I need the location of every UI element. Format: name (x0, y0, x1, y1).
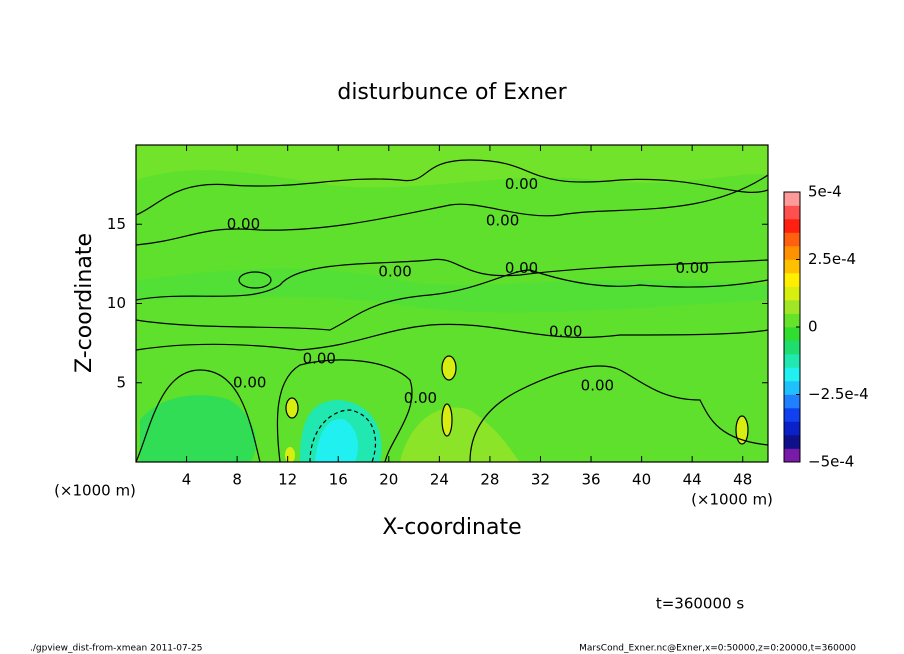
y-axis-label: Z-coordinate (72, 233, 97, 373)
contour-line (469, 365, 768, 462)
x-tick-label: 16 (329, 471, 348, 489)
contours (136, 159, 768, 462)
colorbar-tick-label: 2.5e-4 (808, 250, 856, 268)
contour-line (441, 403, 453, 437)
field-patches (136, 145, 768, 462)
y-tick-label: 5 (116, 373, 126, 391)
colorbar-bin (784, 192, 800, 206)
contour-line (136, 159, 768, 216)
colorbar-tick-label: −5e-4 (808, 453, 854, 471)
contour-line (136, 174, 768, 246)
contour-label: 0.00 (505, 259, 538, 277)
contour-label: 0.00 (675, 259, 708, 277)
colorbar-bin (784, 205, 800, 220)
x-tick-label: 20 (379, 471, 398, 489)
contour-label: 0.00 (505, 175, 538, 193)
contour-label: 0.00 (486, 212, 519, 230)
colorbar-bin (784, 327, 800, 341)
colorbar-tick-label: 5e-4 (808, 183, 842, 201)
colorbar-bin (784, 381, 800, 395)
colorbar-bin (784, 421, 800, 436)
contour-line (136, 269, 768, 331)
x-unit: (×1000 m) (54, 482, 136, 500)
contour-line (136, 258, 768, 301)
x-tick-label: 12 (278, 471, 297, 489)
field-patch (442, 404, 452, 436)
colorbar-tick-label: −2.5e-4 (808, 385, 869, 403)
contour-label: 0.00 (378, 262, 411, 280)
footer-right: MarsCond_Exner.nc@Exner,x=0:50000,z=0:20… (579, 644, 856, 654)
y-tick-label: 10 (107, 294, 126, 312)
colorbar-bin (784, 246, 800, 260)
contour-line (309, 409, 377, 462)
x-tick-label: 8 (232, 471, 242, 489)
colorbar-bin (784, 394, 800, 409)
colorbar-bin (784, 219, 800, 233)
colorbar-bin (784, 354, 800, 368)
x-tick-label: 24 (430, 471, 449, 489)
colorbar-bin (784, 259, 800, 274)
colorbar-bin (784, 367, 800, 382)
colorbar-bin (784, 232, 800, 247)
time-label: t=360000 s (656, 595, 744, 613)
colorbar-bin (784, 273, 800, 287)
colorbar-bin (784, 300, 800, 314)
colorbar-tick-label: 0 (808, 318, 818, 336)
colorbar-bin (784, 340, 800, 355)
field-patch (315, 419, 358, 462)
field-patch (400, 407, 520, 462)
colorbar-bin (784, 408, 800, 422)
x-tick-label: 44 (683, 471, 702, 489)
y-tick-label: 15 (107, 215, 126, 233)
colorbar-bin (784, 448, 800, 463)
field-patch (136, 145, 768, 188)
contour-label: 0.00 (227, 215, 260, 233)
x-tick-label: 36 (581, 471, 600, 489)
field-patch (442, 356, 456, 380)
x-tick-label: 40 (632, 471, 651, 489)
contour-label: 0.00 (549, 323, 582, 341)
colorbar-bin (784, 286, 800, 301)
contour-line (285, 397, 299, 419)
x-tick-label: 28 (480, 471, 499, 489)
field-patch (736, 416, 748, 444)
field-patch (136, 268, 768, 313)
x-tick-label: 4 (182, 471, 192, 489)
contour-line (238, 271, 272, 289)
contour-line (276, 359, 413, 462)
contour-line (441, 355, 457, 381)
x-tick-label: 48 (733, 471, 752, 489)
chart-title: disturbunce of Exner (337, 80, 567, 105)
field-patch (140, 395, 256, 462)
x-axis-label: X-coordinate (382, 515, 521, 540)
colorbar-bin (784, 435, 800, 449)
x-unit: (×1000 m) (691, 491, 773, 509)
footer-left: ./gpview_dist-from-xmean 2011-07-25 (30, 644, 202, 654)
field-patch (286, 398, 298, 418)
contour-label: 0.00 (303, 349, 336, 367)
contour-line (136, 369, 261, 462)
contour-label: 0.00 (581, 376, 614, 394)
contour-label: 0.00 (233, 373, 266, 391)
field-patch (285, 447, 295, 462)
colorbar-bin (784, 313, 800, 328)
contour-line (136, 323, 768, 351)
x-tick-label: 32 (531, 471, 550, 489)
contour-label: 0.00 (404, 389, 437, 407)
contour-line (735, 415, 749, 445)
